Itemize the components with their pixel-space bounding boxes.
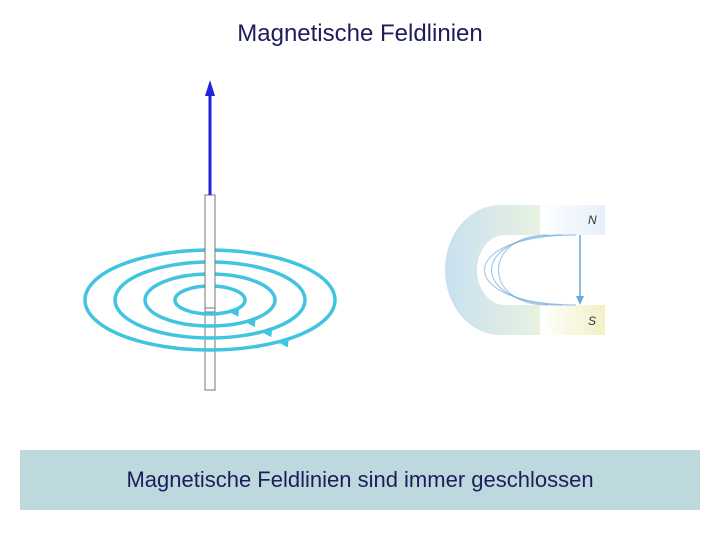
caption-text: Magnetische Feldlinien sind immer geschl…	[126, 467, 593, 493]
horseshoe-svg: NS	[430, 190, 630, 350]
wire-field-diagram	[60, 60, 360, 400]
caption-band: Magnetische Feldlinien sind immer geschl…	[20, 450, 700, 510]
south-label: S	[588, 314, 596, 328]
page-title: Magnetische Feldlinien	[0, 20, 720, 48]
wire-field-svg	[60, 60, 360, 400]
north-label: N	[588, 213, 597, 227]
horseshoe-diagram: NS	[430, 190, 630, 350]
